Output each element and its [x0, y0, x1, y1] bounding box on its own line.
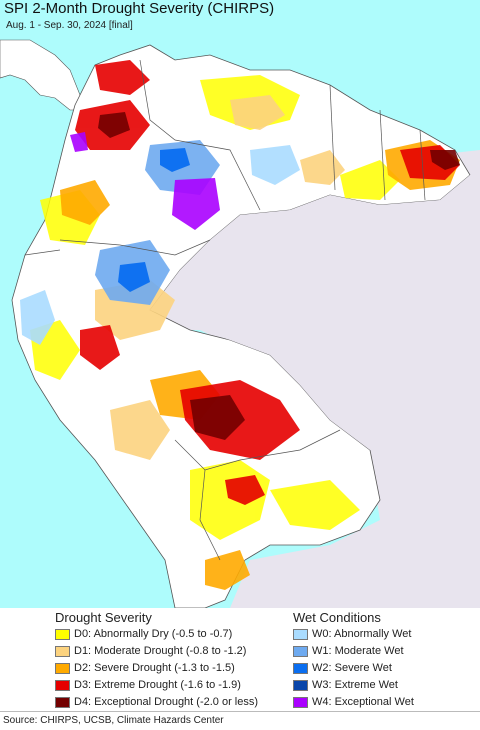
legend-label-d2: D2: Severe Drought (-1.3 to -1.5)	[74, 662, 235, 674]
w1-swatch	[293, 645, 308, 657]
legend-item-d1: D1: Moderate Drought (-0.8 to -1.2)	[55, 644, 246, 658]
legend-label-d4: D4: Exceptional Drought (-2.0 or less)	[74, 696, 259, 708]
legend-item-w1: W1: Moderate Wet	[293, 644, 404, 658]
w0-swatch	[293, 628, 308, 640]
d3-swatch	[55, 679, 70, 691]
legend-label-w3: W3: Extreme Wet	[312, 679, 398, 691]
central-america	[0, 39, 91, 111]
legend-label-d1: D1: Moderate Drought (-0.8 to -1.2)	[74, 645, 247, 657]
d2-swatch	[55, 662, 70, 674]
map-canvas	[0, 39, 480, 608]
w4-swatch	[293, 696, 308, 708]
legend-label-w4: W4: Exceptional Wet	[312, 696, 414, 708]
footer: Source: CHIRPS, UCSB, Climate Hazards Ce…	[0, 711, 480, 730]
drought-map: SPI 2-Month Drought Severity (CHIRPS) Au…	[0, 0, 480, 608]
legend-item-d3: D3: Extreme Drought (-1.6 to -1.9)	[55, 678, 241, 692]
d4-swatch	[55, 696, 70, 708]
legend-label-d3: D3: Extreme Drought (-1.6 to -1.9)	[74, 679, 241, 691]
drought-legend-title: Drought Severity	[55, 610, 152, 625]
w2-swatch	[293, 662, 308, 674]
country-borders	[24, 59, 426, 561]
d0-swatch	[55, 628, 70, 640]
legend-item-w4: W4: Exceptional Wet	[293, 695, 414, 709]
legend-item-d4: D4: Exceptional Drought (-2.0 or less)	[55, 695, 258, 709]
legend-item-w2: W2: Severe Wet	[293, 661, 392, 675]
legend-item-d2: D2: Severe Drought (-1.3 to -1.5)	[55, 661, 235, 675]
wet-areas	[20, 132, 300, 345]
legend-label-w0: W0: Abnormally Wet	[312, 628, 412, 640]
d4-areas	[98, 112, 460, 440]
d1-swatch	[55, 645, 70, 657]
legend-item-d0: D0: Abnormally Dry (-0.5 to -0.7)	[55, 627, 232, 641]
source-credit: Source: CHIRPS, UCSB, Climate Hazards Ce…	[3, 715, 224, 726]
map-subtitle: Aug. 1 - Sep. 30, 2024 [final]	[6, 20, 133, 31]
legend-label-w2: W2: Severe Wet	[312, 662, 392, 674]
amazon-gap	[150, 175, 480, 450]
d1-areas	[95, 95, 345, 460]
legend-label-w1: W1: Moderate Wet	[312, 645, 404, 657]
legend: Drought Severity Wet Conditions D0: Abno…	[0, 608, 480, 711]
w3-swatch	[293, 679, 308, 691]
wet-legend-title: Wet Conditions	[293, 610, 381, 625]
legend-item-w0: W0: Abnormally Wet	[293, 627, 411, 641]
legend-label-d0: D0: Abnormally Dry (-0.5 to -0.7)	[74, 628, 233, 640]
legend-item-w3: W3: Extreme Wet	[293, 678, 398, 692]
map-title: SPI 2-Month Drought Severity (CHIRPS)	[4, 0, 275, 17]
